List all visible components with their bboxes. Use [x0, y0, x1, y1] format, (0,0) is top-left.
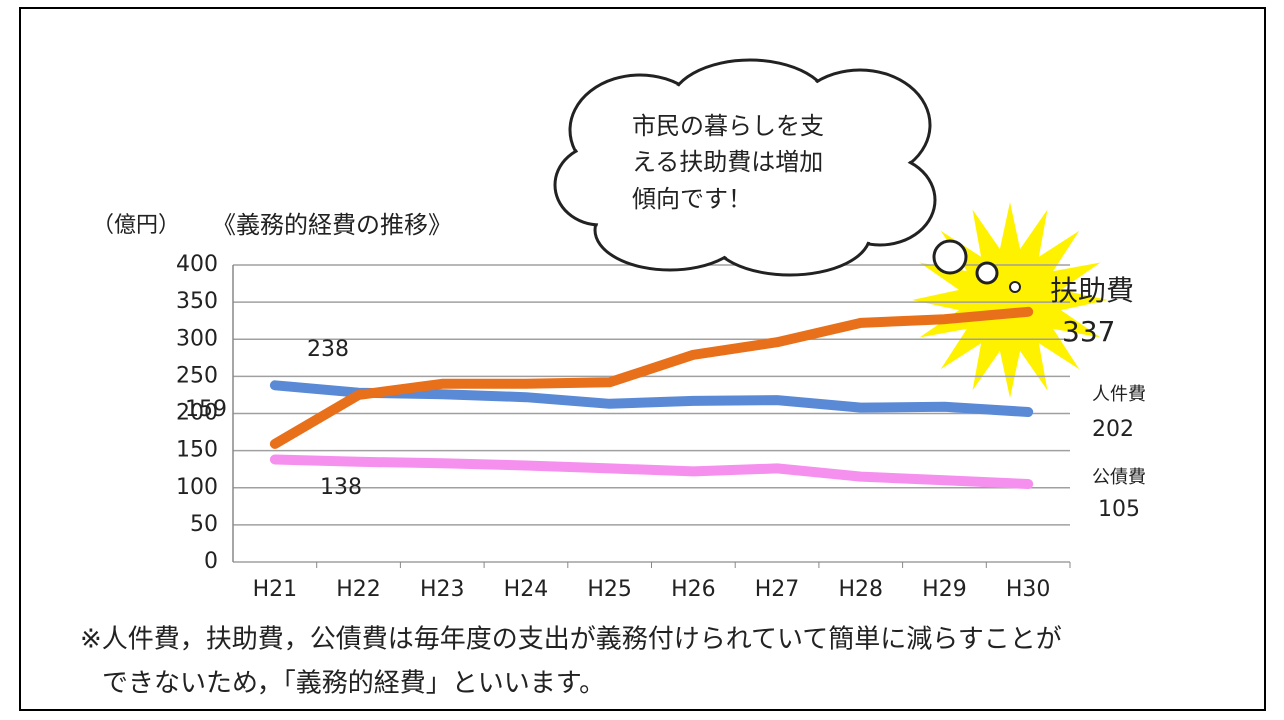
y-unit: （億円）: [92, 213, 180, 238]
x-tick-label: H23: [420, 577, 465, 602]
chart: 050100150200250300350400H21H22H23H24H25H…: [0, 0, 1284, 720]
y-tick-label: 50: [190, 512, 218, 537]
y-tick-label: 350: [176, 289, 218, 314]
data-label: 238: [307, 337, 349, 362]
cloud: [555, 60, 1020, 292]
note-line: できないため，「義務的経費」といいます。: [102, 669, 605, 699]
x-tick-label: H29: [922, 577, 967, 602]
chart-title: 《義務的経費の推移》: [212, 211, 452, 239]
note-line: ※人件費，扶助費，公債費は毎年度の支出が義務付けられていて簡単に減らすことが: [80, 625, 1062, 655]
callout-line: 傾向です！: [632, 185, 752, 213]
series-line: [275, 312, 1028, 444]
series-label: 人件費: [1092, 384, 1146, 405]
x-tick-label: H27: [755, 577, 800, 602]
callout-line: 市民の暮らしを支: [632, 112, 824, 140]
series-label: 公債費: [1092, 467, 1146, 488]
data-label: 138: [320, 475, 362, 500]
x-tick-label: H21: [253, 577, 298, 602]
y-tick-label: 150: [176, 438, 218, 463]
y-tick-label: 100: [176, 475, 218, 500]
series-label: 扶助費: [1050, 274, 1134, 307]
data-label: 105: [1098, 497, 1140, 522]
y-tick-label: 300: [176, 326, 218, 351]
x-tick-label: H24: [504, 577, 549, 602]
y-tick-label: 0: [204, 549, 218, 574]
data-label: 159: [185, 397, 227, 422]
data-label: 337: [1062, 315, 1115, 348]
x-tick-label: H26: [671, 577, 716, 602]
x-tick-label: H30: [1006, 577, 1051, 602]
callout-line: える扶助費は増加: [632, 148, 823, 176]
x-tick-label: H28: [838, 577, 883, 602]
x-tick-label: H25: [587, 577, 632, 602]
x-tick-label: H22: [336, 577, 381, 602]
y-tick-label: 400: [176, 252, 218, 277]
y-tick-label: 250: [176, 363, 218, 388]
series-line: [275, 460, 1028, 485]
data-label: 202: [1092, 417, 1134, 442]
